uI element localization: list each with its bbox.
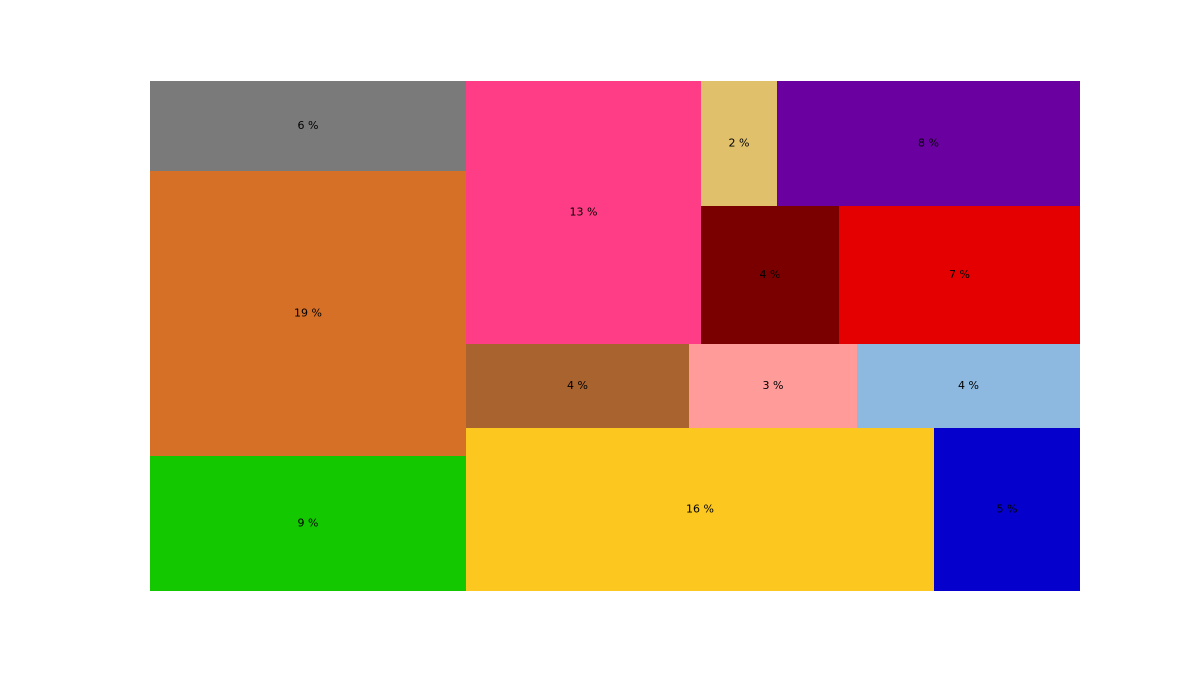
treemap-tile-label: 4 % xyxy=(760,268,781,281)
treemap-tile-rect xyxy=(150,81,466,171)
treemap-tile: 8 % xyxy=(777,81,1080,206)
treemap-tile: 6 % xyxy=(150,81,466,171)
treemap-tile-label: 9 % xyxy=(298,517,319,530)
treemap-tile-rect xyxy=(701,206,839,344)
treemap-tile-rect xyxy=(689,344,857,428)
treemap-tile: 5 % xyxy=(934,428,1080,591)
treemap-tile-label: 8 % xyxy=(918,137,939,150)
treemap-tile-label: 6 % xyxy=(298,119,319,132)
treemap-tile: 9 % xyxy=(150,456,466,591)
treemap-tile-label: 4 % xyxy=(567,379,588,392)
treemap-tile-rect xyxy=(701,81,777,206)
treemap-tile: 7 % xyxy=(839,206,1080,344)
treemap-tile-rect xyxy=(150,456,466,591)
treemap-tile: 4 % xyxy=(466,344,689,428)
treemap-tile-label: 3 % xyxy=(763,379,784,392)
treemap-tile-rect xyxy=(934,428,1080,591)
treemap-tile: 13 % xyxy=(466,81,701,344)
treemap-tile: 4 % xyxy=(857,344,1080,428)
treemap-tile-label: 7 % xyxy=(949,268,970,281)
treemap-tile-label: 5 % xyxy=(997,503,1018,516)
treemap-tiles: 6 % 19 % 9 % 13 % 2 % 8 % 4 % 7 % 4 % 3 % 4 % 16 % 5… xyxy=(150,81,1080,591)
treemap-tile: 16 % xyxy=(466,428,934,591)
treemap-tile-label: 2 % xyxy=(729,137,750,150)
treemap-tile-rect xyxy=(839,206,1080,344)
treemap-tile-label: 16 % xyxy=(686,503,714,516)
treemap-tile-label: 13 % xyxy=(570,206,598,219)
treemap-tile-rect xyxy=(466,81,701,344)
treemap-tile-label: 4 % xyxy=(958,379,979,392)
treemap-tile-label: 19 % xyxy=(294,307,322,320)
treemap-tile-rect xyxy=(777,81,1080,206)
treemap-tile: 19 % xyxy=(150,171,466,456)
treemap-tile-rect xyxy=(857,344,1080,428)
treemap-tile: 4 % xyxy=(701,206,839,344)
treemap-tile-rect xyxy=(466,344,689,428)
treemap-tile-rect xyxy=(150,171,466,456)
treemap-tile: 3 % xyxy=(689,344,857,428)
treemap-tile-rect xyxy=(466,428,934,591)
treemap-tile: 2 % xyxy=(701,81,777,206)
